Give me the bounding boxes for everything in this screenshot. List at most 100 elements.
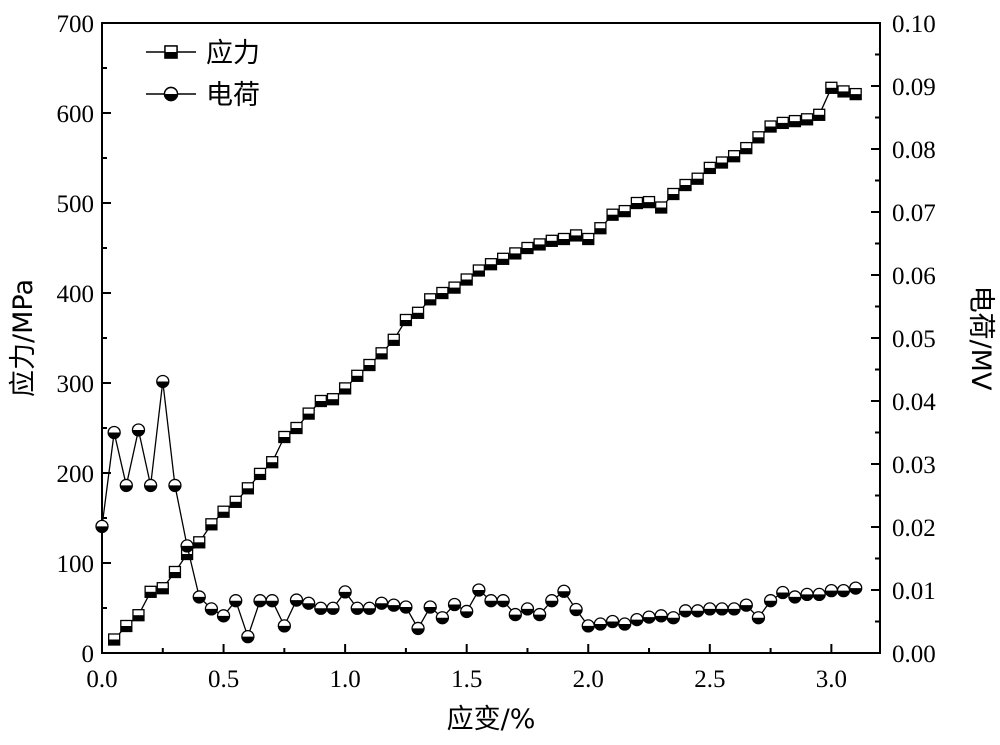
data-point <box>727 150 741 163</box>
data-point <box>277 619 291 633</box>
series-charge <box>95 374 863 644</box>
y-left-tick-label: 600 <box>57 101 95 128</box>
data-point <box>557 232 571 246</box>
data-point <box>253 467 267 481</box>
data-point <box>800 113 814 126</box>
data-point <box>703 602 717 616</box>
y-axis-left-title: 应力/MPa <box>8 279 39 397</box>
x-axis-title: 应变/% <box>447 704 536 735</box>
data-point <box>497 252 510 265</box>
data-point <box>241 629 255 644</box>
data-point <box>751 611 766 625</box>
x-tick-label: 3.0 <box>816 666 847 693</box>
data-point <box>667 187 680 201</box>
data-point <box>703 161 716 175</box>
series-line <box>113 87 856 640</box>
data-point <box>545 594 559 608</box>
data-point <box>156 374 170 389</box>
data-point <box>338 585 352 599</box>
data-point <box>119 478 133 493</box>
data-point <box>229 594 243 608</box>
data-point <box>593 617 608 631</box>
data-point <box>387 598 401 612</box>
y-right-tick-label: 0.08 <box>892 137 936 164</box>
x-tick-label: 2.5 <box>694 666 725 693</box>
y-left-tick-label: 100 <box>57 551 95 578</box>
data-point <box>642 195 656 209</box>
x-tick-label: 0.5 <box>208 666 239 693</box>
data-point <box>824 583 839 598</box>
data-point <box>509 247 522 260</box>
data-point <box>229 495 242 508</box>
data-point <box>618 204 631 218</box>
data-point <box>776 585 790 600</box>
y-axis-right-title: 电荷/MV <box>965 286 996 391</box>
data-point <box>399 600 413 614</box>
y-right-tick-label: 0.01 <box>892 578 936 605</box>
data-point <box>278 430 291 444</box>
data-point <box>265 594 279 608</box>
data-point <box>813 108 826 121</box>
data-point <box>532 607 547 622</box>
data-point <box>630 196 644 210</box>
x-tick-label: 1.5 <box>451 666 482 693</box>
y-axis-right: 0.00 0.01 0.02 0.03 0.04 0.05 0.06 0.07 0.08 0.09… <box>871 11 936 668</box>
y-right-tick-label: 0.10 <box>892 11 936 38</box>
data-point <box>144 585 157 598</box>
data-point <box>836 583 851 598</box>
data-point <box>460 273 473 286</box>
data-point <box>374 596 389 610</box>
series-stress <box>108 81 862 646</box>
data-point <box>253 594 267 608</box>
y-right-tick-label: 0.05 <box>892 326 936 353</box>
data-point <box>143 478 158 493</box>
data-point <box>217 505 230 518</box>
data-point <box>557 584 571 598</box>
y-right-tick-label: 0.09 <box>892 74 936 101</box>
x-tick-label: 0.0 <box>86 666 117 693</box>
data-point <box>594 222 607 235</box>
data-point <box>618 617 632 631</box>
y-left-tick-label: 700 <box>57 11 95 38</box>
data-point <box>193 536 206 549</box>
data-point <box>289 593 304 607</box>
data-point <box>302 596 316 610</box>
y-left-tick-label: 200 <box>57 461 95 488</box>
data-point <box>800 587 814 602</box>
data-point <box>569 602 583 617</box>
data-point <box>763 594 778 608</box>
data-point <box>156 582 169 595</box>
data-point <box>776 116 789 130</box>
legend-label-charge: 电荷 <box>206 80 260 111</box>
data-point <box>424 293 437 306</box>
data-point <box>351 369 364 382</box>
legend-entry-charge: 电荷 <box>146 80 260 111</box>
data-point <box>825 81 838 94</box>
legend-label-stress: 应力 <box>206 38 260 69</box>
data-point <box>788 114 802 128</box>
data-point <box>642 610 656 624</box>
y-right-tick-label: 0.03 <box>892 452 936 479</box>
data-point <box>95 519 109 534</box>
x-axis: 0.0 0.5 1.0 1.5 2.0 2.5 3.0 <box>86 644 847 693</box>
data-point <box>484 594 498 608</box>
data-point <box>582 232 595 246</box>
data-point <box>849 581 863 595</box>
data-point <box>472 583 486 597</box>
y-right-tick-label: 0.00 <box>892 641 936 668</box>
y-left-tick-label: 300 <box>57 371 95 398</box>
data-point <box>739 598 753 612</box>
data-point <box>216 609 231 623</box>
data-point <box>338 382 352 395</box>
legend: 应力 电荷 <box>146 38 260 111</box>
data-point <box>290 421 303 435</box>
data-point <box>131 423 146 437</box>
y-axis-left: 0 100 200 300 400 500 600 700 <box>57 11 111 668</box>
y-right-tick-label: 0.06 <box>892 263 936 290</box>
data-point <box>411 621 425 636</box>
data-point <box>120 619 133 633</box>
data-point <box>180 539 194 553</box>
legend-entry-stress: 应力 <box>146 38 260 69</box>
y-right-tick-label: 0.04 <box>892 389 936 416</box>
